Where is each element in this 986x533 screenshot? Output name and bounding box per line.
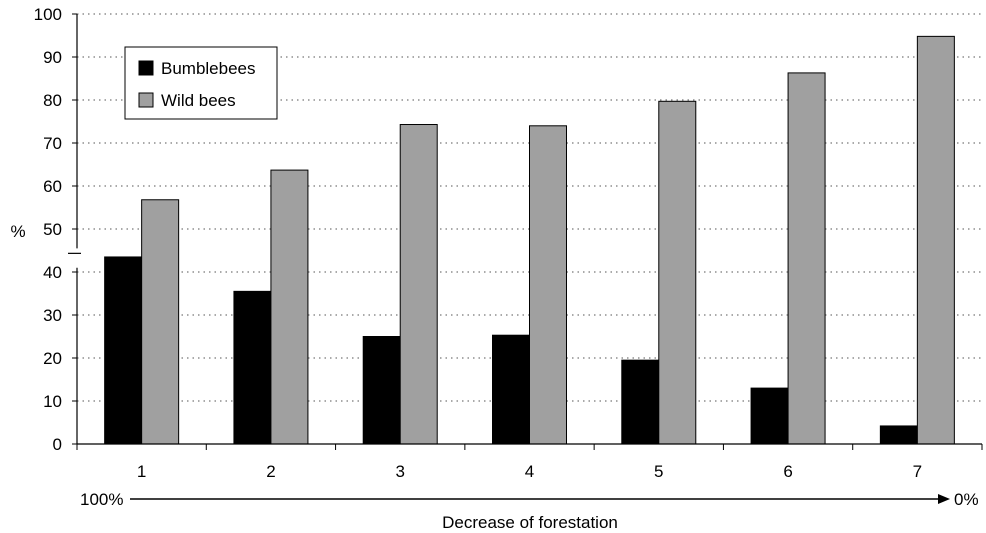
bar-bumblebees — [492, 334, 530, 445]
legend-swatch-wild-bees — [138, 92, 154, 108]
arrow-start-label: 100% — [80, 490, 123, 509]
legend-swatch-bumblebees — [138, 60, 154, 76]
legend-label-bumblebees: Bumblebees — [161, 59, 256, 78]
y-tick-label: 50 — [43, 220, 62, 239]
bar-wild-bees — [270, 169, 309, 445]
x-axis-label: Decrease of forestation — [442, 513, 618, 532]
bar-wild-bees — [141, 199, 180, 445]
bar-wild-bees — [658, 100, 697, 445]
axes — [68, 13, 983, 450]
bar-wild-bees — [916, 35, 955, 445]
bar-bumblebees — [233, 290, 272, 445]
y-tick-label: 30 — [43, 306, 62, 325]
x-tick-label: 1 — [137, 462, 146, 481]
y-axis-label: % — [10, 222, 25, 241]
x-tick-label: 3 — [395, 462, 404, 481]
x-tick-label: 7 — [913, 462, 922, 481]
bar-bumblebees — [750, 387, 789, 445]
bar-bumblebees — [879, 425, 918, 445]
x-tick-label: 5 — [654, 462, 663, 481]
y-tick-label: 10 — [43, 392, 62, 411]
arrow-head — [938, 494, 950, 504]
bar-wild-bees — [399, 124, 438, 445]
y-tick-label: 0 — [53, 435, 62, 454]
y-tick-label: 70 — [43, 134, 62, 153]
y-tick-labels: 0 10 20 30 40 50 60 70 80 90 100 — [34, 5, 62, 454]
bar-bumblebees — [104, 256, 143, 445]
y-tick-label: 40 — [43, 263, 62, 282]
bar-bumblebees — [362, 336, 401, 445]
x-tick-label: 6 — [783, 462, 792, 481]
y-tick-label: 20 — [43, 349, 62, 368]
y-tick-label: 100 — [34, 5, 62, 24]
legend: Bumblebees Wild bees — [124, 46, 278, 120]
x-tick-label: 4 — [525, 462, 534, 481]
x-tick-labels: 1 2 3 4 5 6 7 — [137, 462, 922, 481]
bar-wild-bees — [529, 125, 567, 445]
bar-bumblebees — [621, 359, 660, 445]
legend-label-wild-bees: Wild bees — [161, 91, 236, 110]
x-tick-label: 2 — [266, 462, 275, 481]
y-tick-label: 80 — [43, 91, 62, 110]
y-tick-label: 90 — [43, 48, 62, 67]
forestation-arrow: 100% 0% — [80, 490, 979, 509]
bar-wild-bees — [787, 72, 826, 445]
arrow-end-label: 0% — [954, 490, 979, 509]
bars — [104, 35, 955, 445]
y-tick-label: 60 — [43, 177, 62, 196]
